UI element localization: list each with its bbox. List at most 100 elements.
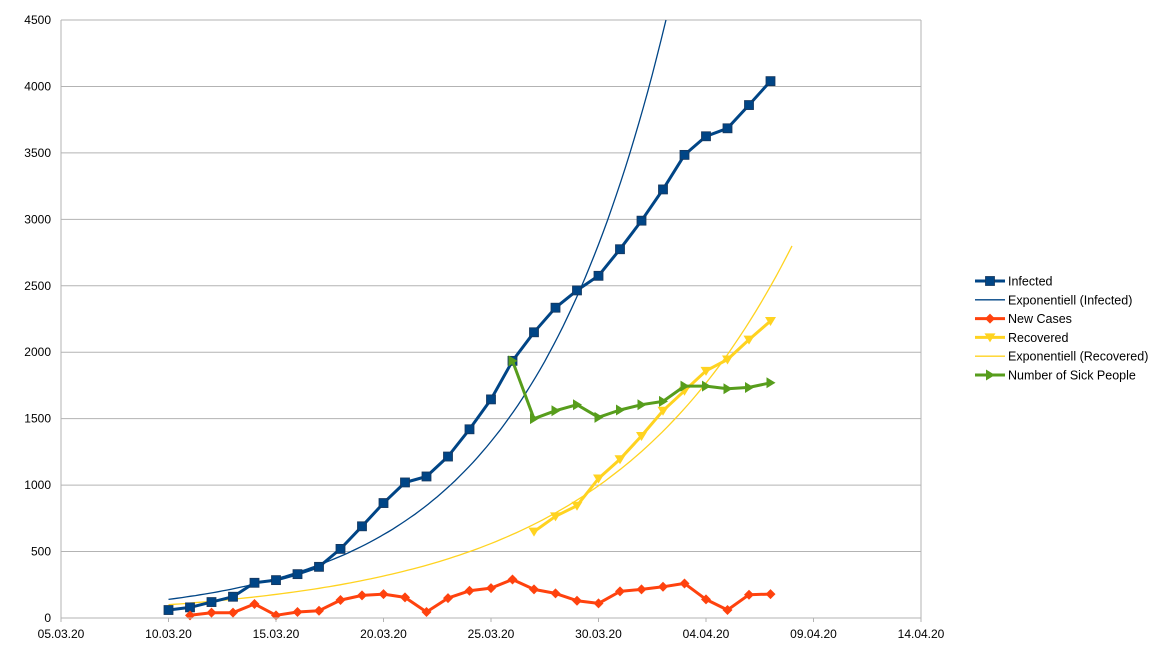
legend-item-infected: Infected [975,275,1053,289]
y-tick-label: 0 [44,611,51,625]
data-point-new-cases [765,589,776,600]
data-point-infected [744,100,754,110]
legend-item-exponentiell-recovered: Exponentiell (Recovered) [975,350,1148,364]
y-tick-label: 4000 [24,79,51,93]
data-point-infected [443,451,453,462]
data-point-new-cases [658,581,668,592]
data-point-new-cases [357,590,367,601]
legend-item-number-of-sick-people: Number of Sick People [975,369,1136,383]
series-new-cases [185,574,776,621]
legend-label: Exponentiell (Infected) [1008,293,1132,307]
legend-marker [985,276,995,286]
data-point-infected [615,244,625,255]
series-recovered [528,316,776,537]
y-tick-label: 3000 [24,212,51,226]
data-point-infected [701,131,711,142]
x-tick-label: 14.04.20 [898,627,945,641]
series-line-number-of-sick-people [511,360,771,421]
data-point-number-of-sick-people [745,381,754,393]
data-point-infected [206,597,217,607]
data-point-number-of-sick-people [659,395,668,407]
data-point-recovered [743,335,755,345]
series-number-of-sick-people [508,355,776,425]
y-tick-label: 2000 [24,345,51,359]
data-point-number-of-sick-people [680,380,690,392]
x-tick-label: 20.03.20 [360,627,407,641]
series-infected [163,76,776,615]
legend-item-exponentiell-infected: Exponentiell (Infected) [975,293,1132,307]
data-point-recovered [657,406,669,416]
data-point-recovered [528,527,540,537]
data-point-number-of-sick-people [530,413,539,425]
gridlines [61,19,921,619]
legend-marker [986,369,995,381]
tick-labels: 0 500 1000 1500 2000 2500 3000 3500 4000 4500 05.0… [24,13,944,641]
data-point-infected [636,215,647,226]
data-point-infected [400,477,410,488]
data-point-new-cases [464,585,475,596]
x-tick-label: 04.04.20 [683,627,730,641]
data-point-new-cases [206,607,217,618]
data-point-infected [679,149,690,160]
data-point-infected [228,591,238,602]
x-tick-label: 30.03.20 [575,627,622,641]
legend-label: New Cases [1008,312,1072,326]
data-point-recovered [593,474,604,484]
series-line-new-cases [189,578,771,617]
data-point-infected [357,521,367,532]
data-point-number-of-sick-people [594,411,604,423]
x-tick-label: 05.03.20 [38,627,85,641]
trendlines [168,19,793,606]
data-point-new-cases [335,595,346,606]
data-point-new-cases [550,588,561,599]
data-point-number-of-sick-people [551,405,561,417]
data-point-new-cases [636,584,647,595]
data-point-new-cases [507,574,518,585]
legend-label: Number of Sick People [1008,369,1136,383]
x-tick-label: 09.04.20 [790,627,837,641]
data-point-infected [722,123,733,134]
data-point-number-of-sick-people [637,399,647,411]
data-point-recovered [614,455,626,465]
data-point-new-cases [443,593,453,604]
x-tick-label: 10.03.20 [145,627,192,641]
trendline-exponentiell-infected [168,19,667,601]
data-point-infected [249,577,260,588]
y-tick-label: 2500 [24,279,51,293]
data-point-infected [335,543,346,554]
data-point-number-of-sick-people [573,399,582,411]
trendline-exponentiell-recovered [168,245,793,606]
data-point-recovered [722,355,733,365]
data-point-number-of-sick-people [508,355,518,367]
y-tick-label: 1500 [24,412,51,426]
legend-label: Infected [1008,275,1053,289]
y-tick-label: 500 [31,545,51,559]
data-point-number-of-sick-people [766,377,776,389]
data-point-new-cases [486,583,496,594]
data-point-new-cases [593,598,604,609]
data-point-new-cases [572,595,582,606]
y-tick-label: 4500 [24,13,51,27]
y-tick-label: 1000 [24,478,51,492]
data-point-infected [163,605,174,615]
data-point-recovered [636,431,647,441]
data-point-recovered [550,512,561,522]
data-point-new-cases [744,589,754,600]
data-point-new-cases [529,584,539,595]
data-point-recovered [700,366,712,376]
legend-marker [984,333,996,343]
data-point-new-cases [378,589,389,600]
data-point-infected [314,561,324,572]
data-point-infected [765,76,776,87]
data-point-infected [486,394,496,405]
data-point-new-cases [701,594,711,605]
data-point-number-of-sick-people [616,404,625,416]
data-point-new-cases [314,605,324,616]
axes [60,20,922,622]
data-point-new-cases [421,607,432,618]
data-series [163,76,776,621]
legend: Infected Exponentiell (Infected) New Cases… [975,275,1148,383]
data-point-infected [593,270,604,281]
data-point-new-cases [679,578,690,589]
